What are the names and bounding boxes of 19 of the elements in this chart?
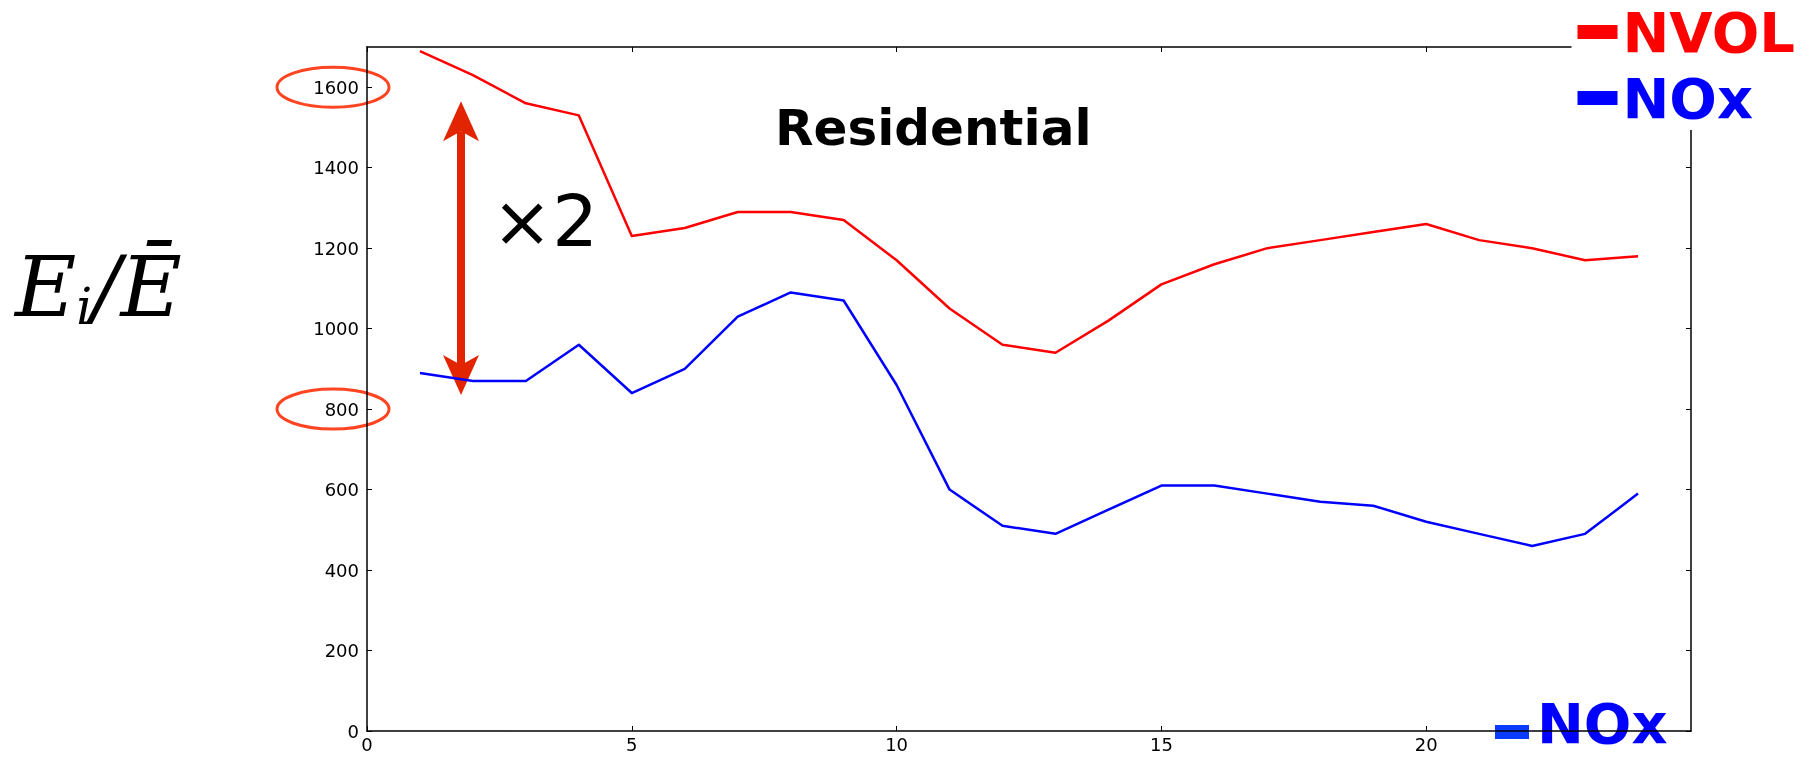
y-axis-title: Ei/Ē [13, 238, 182, 336]
x-tick-label: 10 [885, 733, 909, 755]
y-tick-label: 1600 [313, 76, 359, 98]
y-tick-label: 1400 [313, 157, 359, 179]
legend-label: NVOL [1622, 0, 1795, 65]
y-tick-label: 1200 [313, 237, 359, 259]
y-tick-label: 800 [324, 398, 359, 420]
annotation: ×2 [492, 179, 599, 263]
y-tick-label: 600 [324, 479, 359, 501]
y-tick-label: 1000 [313, 318, 359, 340]
line-series [418, 291, 1640, 548]
text: Residential [775, 99, 1092, 157]
legend-label: NOx [1622, 65, 1754, 131]
x-tick-label: 15 [1149, 733, 1173, 755]
y-tick-label: 400 [324, 559, 359, 581]
x-tick-label: 20 [1414, 733, 1438, 755]
y-tick-label: 200 [324, 640, 359, 662]
x-tick-label: 5 [626, 733, 638, 755]
x-tick-label: 0 [361, 733, 373, 755]
